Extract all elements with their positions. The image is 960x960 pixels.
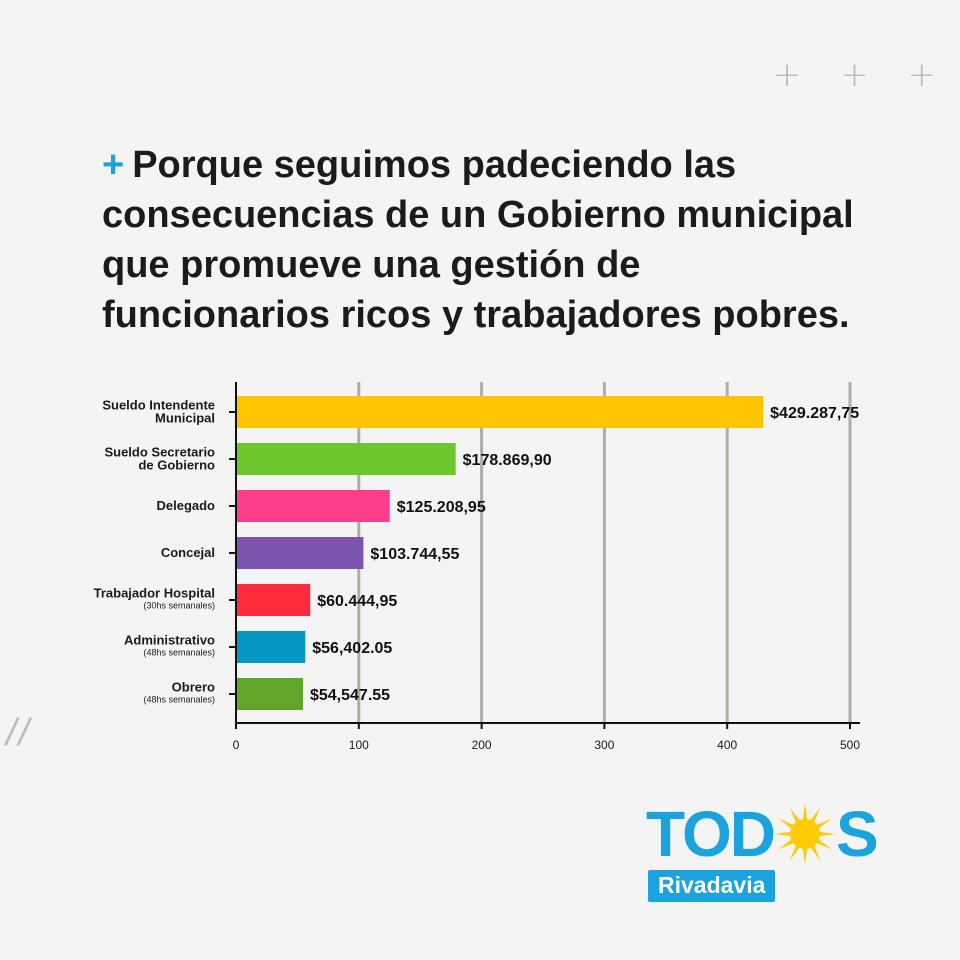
value-label: $429.287,75 [770, 405, 859, 422]
headline-text: Porque seguimos padeciendo las consecuen… [102, 144, 854, 336]
bar [236, 678, 303, 710]
headline-plus-icon: + [102, 144, 125, 186]
category-sublabel: (48hs semanales) [143, 695, 215, 705]
sun-ray [809, 844, 821, 861]
value-label: $178.869,90 [463, 452, 552, 469]
sun-ray [818, 831, 836, 837]
plus-decoration: + + + [772, 55, 950, 95]
sun-ray [815, 818, 832, 830]
bar [236, 631, 306, 663]
logo-word-right: S [835, 798, 879, 870]
slash-decoration: // [6, 712, 32, 754]
sun-ray [789, 844, 800, 861]
value-label: $56,402.05 [312, 640, 392, 657]
x-tick-label: 100 [349, 738, 369, 752]
value-label: $54,547.55 [310, 687, 390, 704]
bar [236, 537, 364, 569]
sun-ray [802, 847, 808, 865]
logo-word-left: TOD [646, 798, 776, 870]
category-label: Delegado [156, 498, 215, 513]
category-label: Concejal [161, 545, 215, 560]
x-tick-label: 200 [472, 738, 492, 752]
x-tick-label: 500 [840, 738, 860, 752]
x-tick-label: 0 [233, 738, 240, 752]
category-label: Administrativo [124, 633, 215, 648]
value-label: $60.444,95 [317, 593, 397, 610]
category-label: Sueldo Intendente [102, 398, 215, 413]
category-label: de Gobierno [138, 458, 215, 473]
category-sublabel: (48hs semanales) [143, 648, 215, 658]
bar [236, 584, 311, 616]
sun-ray [778, 818, 795, 830]
value-label: $103.744,55 [370, 546, 459, 563]
sun-icon [773, 803, 836, 865]
headline: + Porque seguimos padeciendo las consecue… [102, 140, 862, 340]
category-label: Sueldo Secretario [104, 445, 215, 460]
value-label: $125.208,95 [397, 499, 486, 516]
x-tick-label: 400 [717, 738, 737, 752]
bar [236, 490, 390, 522]
sun-ray [789, 807, 800, 824]
bar [236, 443, 456, 475]
category-sublabel: (30hs semanales) [143, 601, 215, 611]
sun-ray [815, 838, 832, 850]
todos-rivadavia-logo: TOD S Rivadavia [646, 798, 879, 902]
category-label: Trabajador Hospital [94, 586, 215, 601]
sun-ray [778, 838, 795, 850]
x-tick-label: 300 [594, 738, 614, 752]
category-label: Municipal [155, 411, 215, 426]
category-label: Obrero [172, 680, 215, 695]
logo-subtitle: Rivadavia [648, 870, 776, 902]
sun-ray [809, 807, 821, 824]
sun-ray [773, 831, 792, 837]
sun-ray [802, 803, 808, 821]
bar [236, 396, 764, 428]
